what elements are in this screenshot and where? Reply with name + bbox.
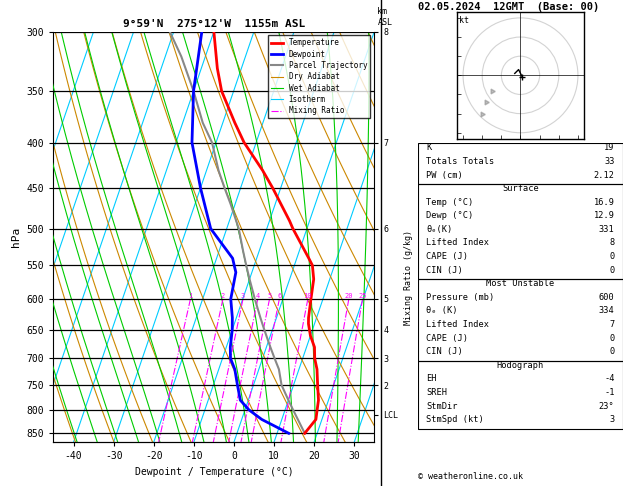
- Text: EH: EH: [426, 374, 437, 383]
- Text: 12.9: 12.9: [594, 211, 615, 220]
- Text: 6: 6: [277, 293, 282, 299]
- Text: 8: 8: [610, 239, 615, 247]
- Text: CAPE (J): CAPE (J): [426, 333, 469, 343]
- Text: 0: 0: [610, 266, 615, 275]
- Text: -1: -1: [604, 388, 615, 397]
- Text: StmSpd (kt): StmSpd (kt): [426, 415, 484, 424]
- Text: 10: 10: [304, 293, 312, 299]
- Text: 25: 25: [359, 293, 367, 299]
- Text: StmDir: StmDir: [426, 401, 458, 411]
- Legend: Temperature, Dewpoint, Parcel Trajectory, Dry Adiabat, Wet Adiabat, Isotherm, Mi: Temperature, Dewpoint, Parcel Trajectory…: [268, 35, 370, 118]
- Text: PW (cm): PW (cm): [426, 171, 463, 179]
- Bar: [418, 361, 623, 429]
- Text: kt: kt: [459, 16, 469, 25]
- Text: Totals Totals: Totals Totals: [426, 157, 495, 166]
- Text: K: K: [426, 143, 431, 153]
- Text: Hodograph: Hodograph: [497, 361, 544, 370]
- Text: Pressure (mb): Pressure (mb): [426, 293, 495, 302]
- Text: 1: 1: [188, 293, 192, 299]
- Text: km
ASL: km ASL: [377, 7, 392, 27]
- Bar: [418, 184, 623, 279]
- X-axis label: Dewpoint / Temperature (°C): Dewpoint / Temperature (°C): [135, 467, 293, 477]
- Text: Lifted Index: Lifted Index: [426, 239, 489, 247]
- Title: 9°59'N  275°12'W  1155m ASL: 9°59'N 275°12'W 1155m ASL: [123, 19, 305, 30]
- Text: CAPE (J): CAPE (J): [426, 252, 469, 261]
- Text: θₑ(K): θₑ(K): [426, 225, 453, 234]
- Text: 7: 7: [610, 320, 615, 329]
- Text: 23°: 23°: [599, 401, 615, 411]
- Text: SREH: SREH: [426, 388, 447, 397]
- Text: CIN (J): CIN (J): [426, 266, 463, 275]
- Text: 0: 0: [610, 347, 615, 356]
- Text: 3: 3: [610, 415, 615, 424]
- Text: 20: 20: [345, 293, 353, 299]
- Y-axis label: hPa: hPa: [11, 227, 21, 247]
- Text: Most Unstable: Most Unstable: [486, 279, 555, 288]
- Text: 331: 331: [599, 225, 615, 234]
- Text: 02.05.2024  12GMT  (Base: 00): 02.05.2024 12GMT (Base: 00): [418, 2, 599, 12]
- Text: 0: 0: [610, 333, 615, 343]
- Text: Mixing Ratio (g/kg): Mixing Ratio (g/kg): [404, 230, 413, 326]
- Text: 16.9: 16.9: [594, 198, 615, 207]
- Text: 2: 2: [221, 293, 225, 299]
- Text: CIN (J): CIN (J): [426, 347, 463, 356]
- Bar: [418, 279, 623, 361]
- Text: 2.12: 2.12: [594, 171, 615, 179]
- Text: Dewp (°C): Dewp (°C): [426, 211, 474, 220]
- Text: 5: 5: [267, 293, 272, 299]
- Text: 3: 3: [241, 293, 245, 299]
- Text: -4: -4: [604, 374, 615, 383]
- Bar: [418, 143, 623, 184]
- Text: 33: 33: [604, 157, 615, 166]
- Text: 334: 334: [599, 306, 615, 315]
- Text: 0: 0: [610, 252, 615, 261]
- Text: 600: 600: [599, 293, 615, 302]
- Text: Temp (°C): Temp (°C): [426, 198, 474, 207]
- Text: 19: 19: [604, 143, 615, 153]
- Text: 4: 4: [255, 293, 260, 299]
- Text: Lifted Index: Lifted Index: [426, 320, 489, 329]
- Text: © weatheronline.co.uk: © weatheronline.co.uk: [418, 472, 523, 481]
- Text: θₑ (K): θₑ (K): [426, 306, 458, 315]
- Text: Surface: Surface: [502, 184, 539, 193]
